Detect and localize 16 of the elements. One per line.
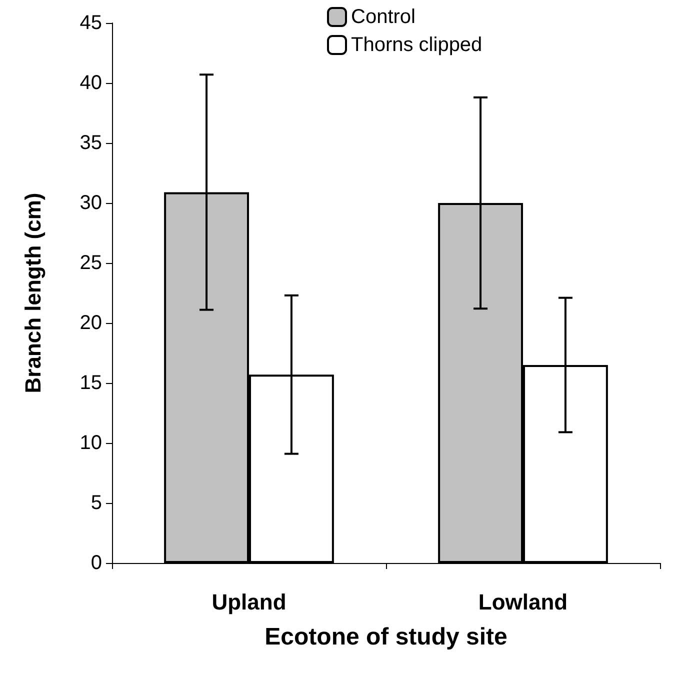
y-axis-title: Branch length (cm) [20, 192, 46, 394]
y-tick-label: 10 [80, 432, 102, 454]
x-tick-label: Upland [212, 590, 286, 614]
x-tick-label: Lowland [478, 590, 568, 614]
y-tick-label: 30 [80, 192, 102, 214]
y-tick-label: 20 [80, 312, 102, 334]
y-tick-label: 15 [80, 372, 102, 394]
y-tick-label: 45 [80, 12, 102, 34]
legend-label: Control [351, 6, 416, 28]
y-tick-label: 25 [80, 252, 102, 274]
y-tick-label: 40 [80, 72, 102, 94]
legend-label: Thorns clipped [351, 34, 482, 56]
y-tick-label: 5 [90, 492, 102, 514]
x-axis-title: Ecotone of study site [264, 624, 508, 650]
y-tick-label: 0 [90, 552, 102, 574]
y-tick-label: 35 [80, 132, 102, 154]
